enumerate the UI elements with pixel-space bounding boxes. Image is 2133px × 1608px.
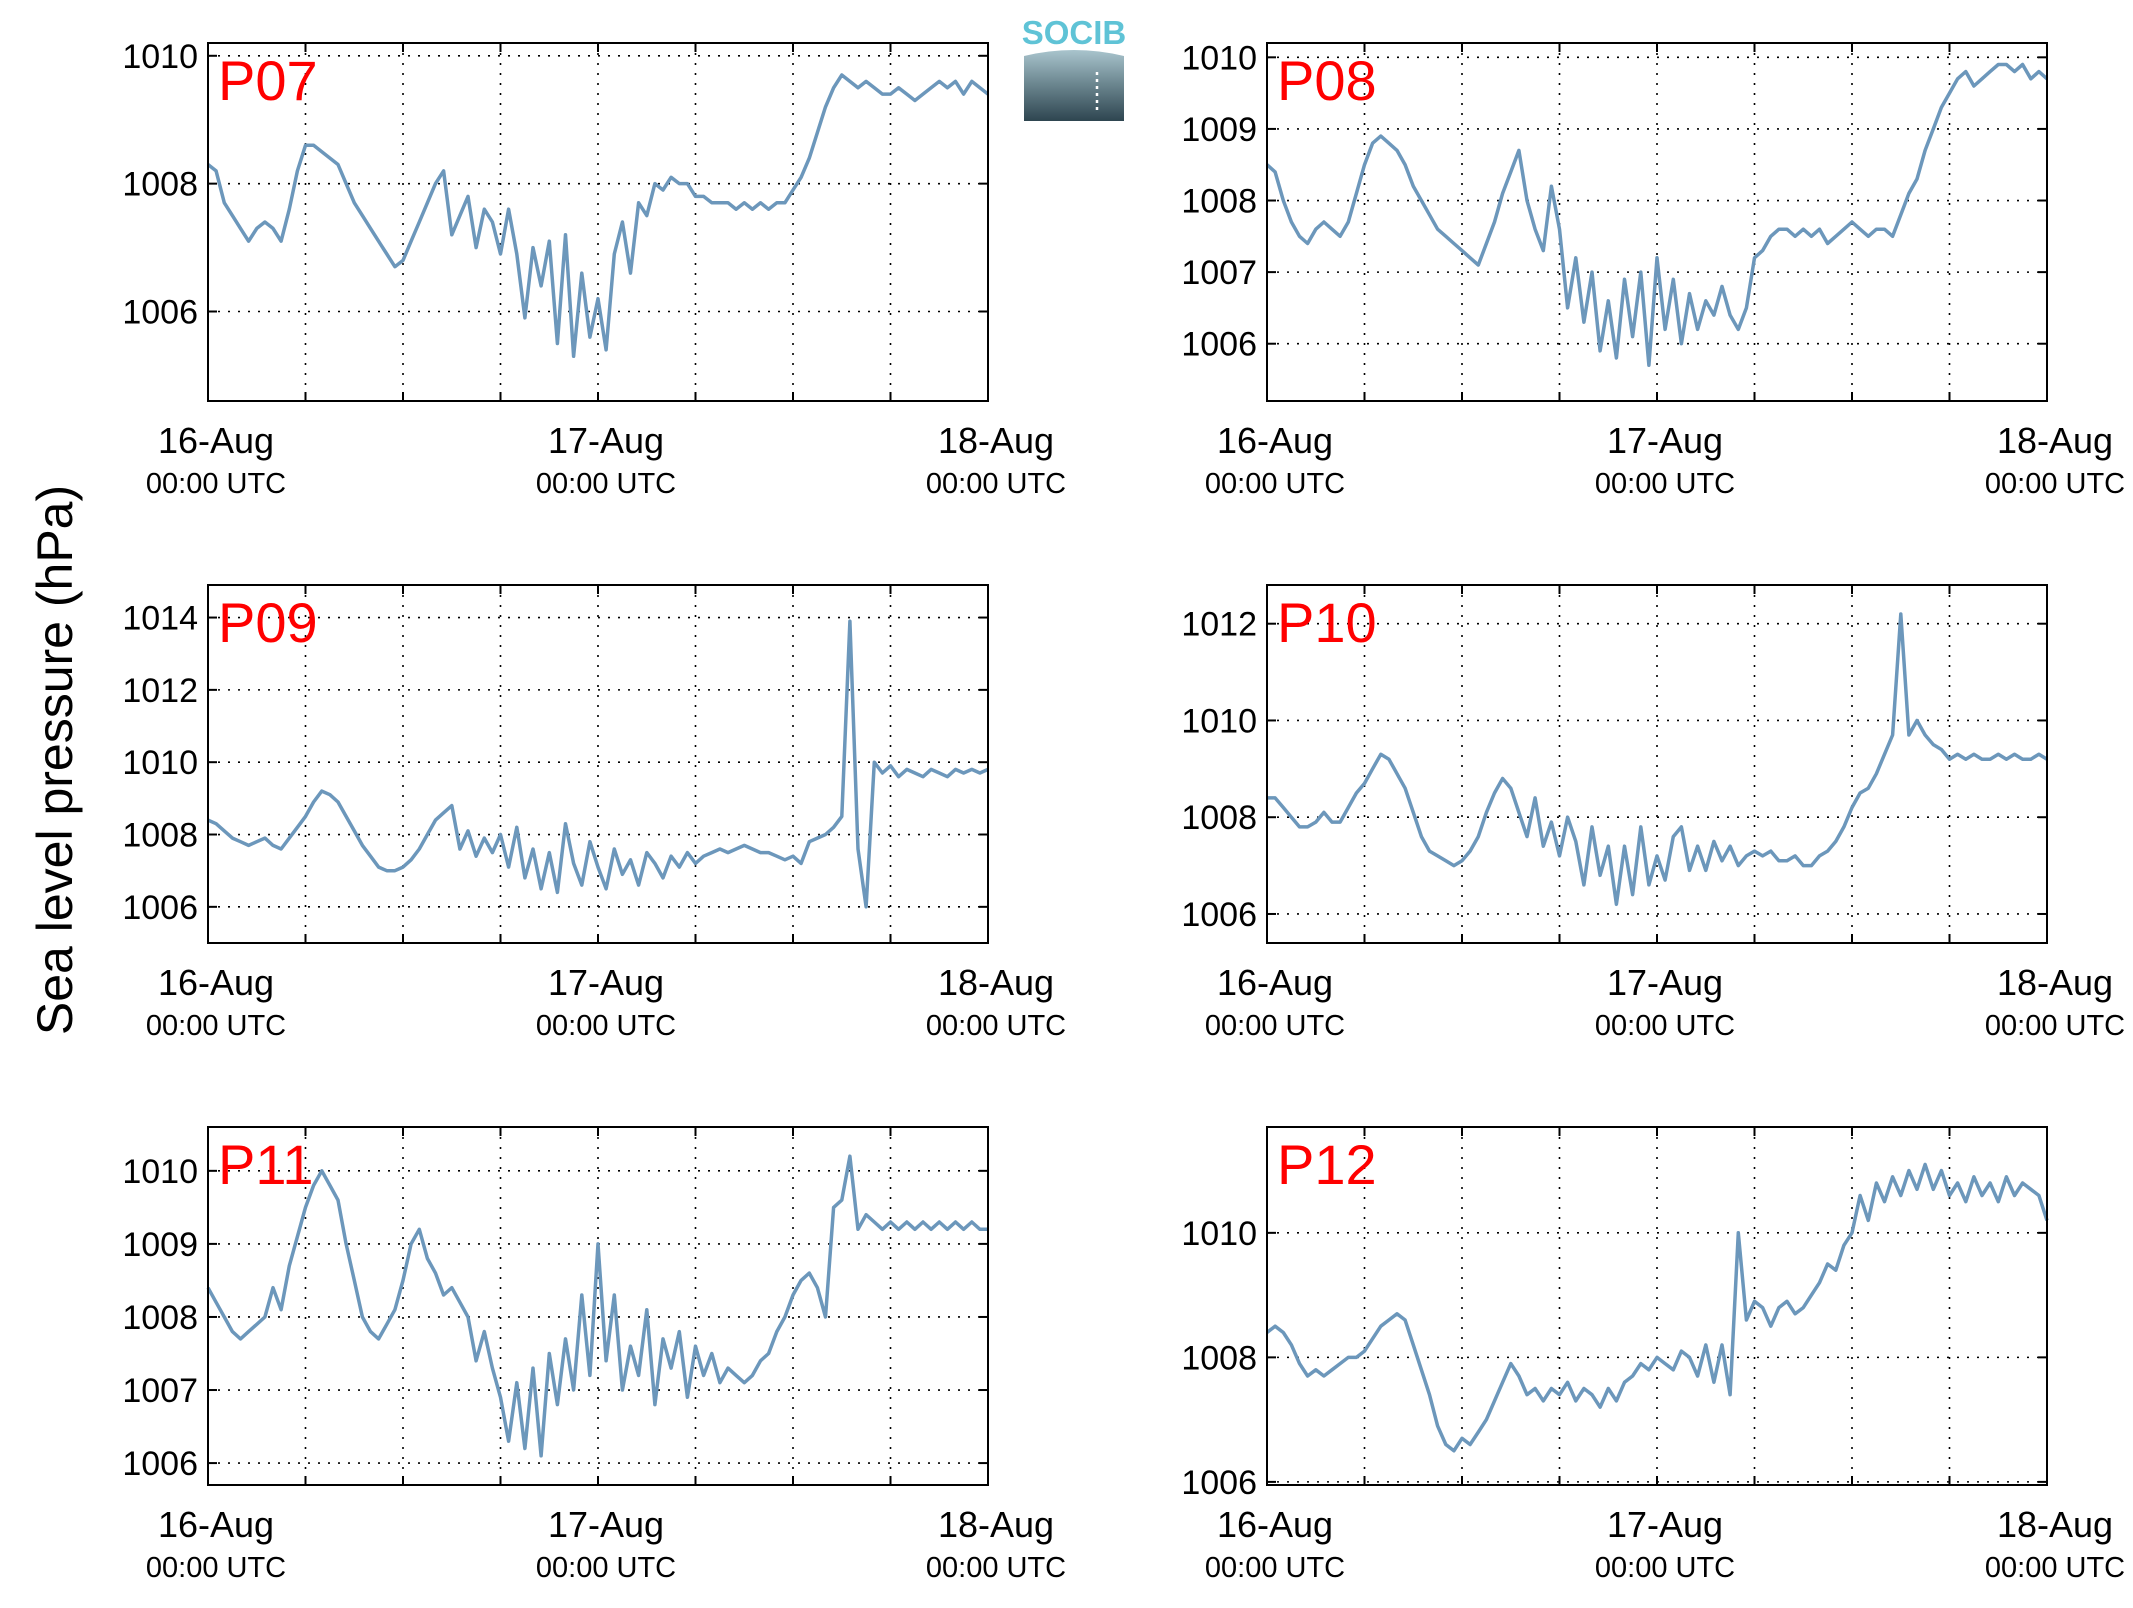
- panel-label-p11: P11: [218, 1133, 313, 1196]
- y-tick-label: 1008: [1181, 183, 1257, 221]
- y-tick-label: 1008: [1181, 799, 1257, 837]
- x-tick-label-time: 00:00 UTC: [1595, 1552, 1735, 1584]
- x-tick-label-day: 16-Aug: [158, 962, 274, 1003]
- axes-frame: [207, 1126, 989, 1486]
- x-tick-label-day: 16-Aug: [1217, 962, 1333, 1003]
- y-tick-label: 1010: [1181, 702, 1257, 740]
- x-tick-label-time: 00:00 UTC: [1205, 468, 1345, 500]
- x-tick-label-time: 00:00 UTC: [146, 1010, 286, 1042]
- x-tick-label-day: 17-Aug: [548, 1504, 664, 1545]
- x-tick-label-day: 17-Aug: [1607, 420, 1723, 461]
- y-tick-label: 1010: [122, 38, 198, 76]
- series-line-p09: [207, 619, 989, 909]
- x-tick-label-day: 17-Aug: [1607, 962, 1723, 1003]
- x-tick-label-day: 16-Aug: [158, 1504, 274, 1545]
- y-tick-label: 1010: [122, 744, 198, 782]
- x-tick-label-day: 17-Aug: [1607, 1504, 1723, 1545]
- y-tick-label: 1008: [122, 166, 198, 204]
- y-tick-label: 1008: [122, 1299, 198, 1337]
- x-tick-label-day: 18-Aug: [1997, 962, 2113, 1003]
- y-tick-label: 1006: [122, 1445, 198, 1483]
- series-line-p12: [1265, 1162, 2049, 1453]
- y-axis-label: Sea level pressure (hPa): [27, 485, 83, 1035]
- series-line-p08: [1265, 62, 2049, 367]
- axes-frame: [1266, 42, 2048, 402]
- chart-panel-p07: 1006 1008 1010 16-Aug 00:00 UTC 17-Aug 00:00 U…: [122, 38, 1066, 500]
- x-tick-label-time: 00:00 UTC: [926, 468, 1066, 500]
- panel-label-p10: P10: [1277, 591, 1377, 654]
- x-tick-label-time: 00:00 UTC: [1205, 1010, 1345, 1042]
- y-tick-label: 1006: [122, 294, 198, 332]
- x-tick-label-time: 00:00 UTC: [1595, 1010, 1735, 1042]
- y-tick-label: 1010: [1181, 39, 1257, 77]
- y-tick-label: 1008: [1181, 1339, 1257, 1377]
- axes-frame: [1266, 584, 2048, 944]
- x-tick-label-time: 00:00 UTC: [1985, 468, 2125, 500]
- socib-logo-wave: [1024, 50, 1124, 56]
- x-tick-label-time: 00:00 UTC: [1595, 468, 1735, 500]
- x-tick-label-day: 18-Aug: [938, 1504, 1054, 1545]
- x-tick-label-time: 00:00 UTC: [146, 468, 286, 500]
- x-tick-label-day: 18-Aug: [1997, 420, 2113, 461]
- panel-label-p09: P09: [218, 591, 318, 654]
- y-tick-label: 1012: [1181, 606, 1257, 644]
- x-tick-label-day: 17-Aug: [548, 962, 664, 1003]
- x-tick-label-day: 16-Aug: [158, 420, 274, 461]
- x-tick-label-time: 00:00 UTC: [536, 1552, 676, 1584]
- x-tick-label-time: 00:00 UTC: [1985, 1010, 2125, 1042]
- y-tick-label: 1010: [122, 1153, 198, 1191]
- chart-panel-p09: 1006 1008 1010 1012 1014 16-Aug 00:00 UTC 17-Au…: [122, 584, 1066, 1042]
- y-tick-label: 1006: [122, 889, 198, 927]
- panel-label-p07: P07: [218, 49, 318, 112]
- axes-frame: [207, 584, 989, 944]
- x-tick-label-day: 16-Aug: [1217, 1504, 1333, 1545]
- x-tick-label-time: 00:00 UTC: [1205, 1552, 1345, 1584]
- y-tick-label: 1009: [122, 1226, 198, 1264]
- series-line-p10: [1267, 612, 2048, 907]
- y-tick-label: 1007: [122, 1372, 198, 1410]
- socib-logo-block: [1024, 50, 1124, 121]
- x-tick-label-time: 00:00 UTC: [926, 1010, 1066, 1042]
- x-tick-label-day: 18-Aug: [938, 962, 1054, 1003]
- socib-logo: SOCIB: [1022, 14, 1127, 121]
- y-tick-label: 1010: [1181, 1215, 1257, 1253]
- y-tick-label: 1006: [1181, 1464, 1257, 1502]
- y-tick-label: 1006: [1181, 896, 1257, 934]
- x-tick-label-time: 00:00 UTC: [1985, 1552, 2125, 1584]
- chart-panel-p10: 1006 1008 1010 1012 16-Aug 00:00 UTC 17-Aug 00:…: [1181, 584, 2125, 1042]
- x-tick-label-day: 18-Aug: [1997, 1504, 2113, 1545]
- x-tick-label-time: 00:00 UTC: [536, 1010, 676, 1042]
- x-tick-label-time: 00:00 UTC: [926, 1552, 1066, 1584]
- socib-logo-text: SOCIB: [1022, 14, 1127, 51]
- x-tick-label-time: 00:00 UTC: [536, 468, 676, 500]
- y-tick-label: 1007: [1181, 254, 1257, 292]
- chart-panel-p12: 1006 1008 1010 16-Aug 00:00 UTC 17-Aug 00:00 U…: [1181, 1126, 2125, 1584]
- y-tick-label: 1006: [1181, 326, 1257, 364]
- panel-label-p12: P12: [1277, 1133, 1377, 1196]
- series-line-p07: [206, 73, 990, 359]
- y-tick-label: 1012: [122, 672, 198, 710]
- y-tick-label: 1008: [122, 817, 198, 855]
- x-tick-label-day: 17-Aug: [548, 420, 664, 461]
- x-tick-label-day: 18-Aug: [938, 420, 1054, 461]
- chart-panel-p08: 1006 1007 1008 1009 1010 16-Aug 00:00 UTC 17-Au…: [1181, 39, 2125, 500]
- x-tick-label-time: 00:00 UTC: [146, 1552, 286, 1584]
- chart-panel-p11: 1006 1007 1008 1009 1010 16-Aug 00:00 UTC 17-Au…: [122, 1126, 1066, 1584]
- x-tick-label-day: 16-Aug: [1217, 420, 1333, 461]
- axes-frame: [207, 42, 989, 402]
- panel-label-p08: P08: [1277, 49, 1377, 112]
- y-tick-label: 1009: [1181, 111, 1257, 149]
- series-line-p11: [206, 1154, 988, 1458]
- y-tick-label: 1014: [122, 600, 198, 638]
